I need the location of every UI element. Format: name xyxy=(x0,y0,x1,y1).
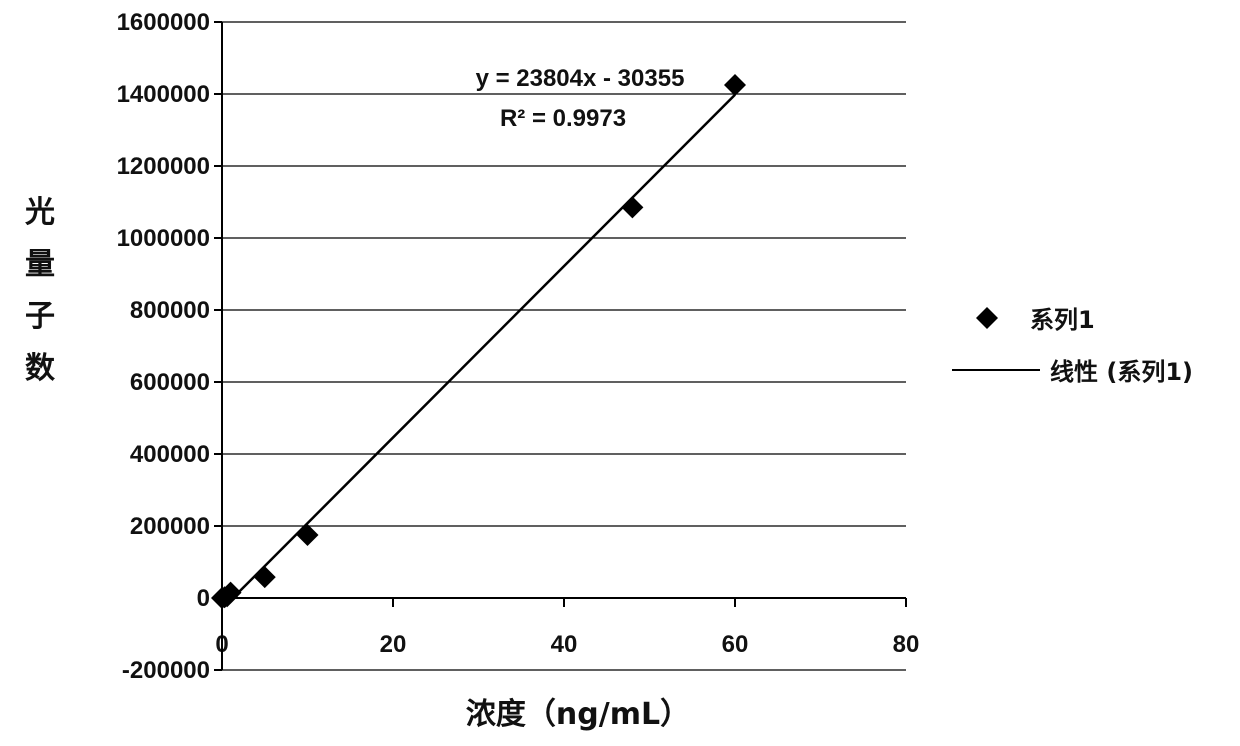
x-axis-ticks: 020406080 xyxy=(215,598,919,658)
data-point xyxy=(724,74,746,96)
trendline-equation: y = 23804x - 30355 xyxy=(476,65,685,92)
legend-series-label: 系列1 xyxy=(1030,306,1095,334)
y-tick-label: 400000 xyxy=(130,441,210,468)
y-tick-label: 200000 xyxy=(130,513,210,540)
y-tick-label: 600000 xyxy=(130,369,210,396)
data-point xyxy=(297,524,319,546)
y-tick-label: -200000 xyxy=(122,657,210,684)
x-tick-label: 20 xyxy=(380,631,407,658)
x-tick-label: 60 xyxy=(722,631,749,658)
y-tick-label: 1200000 xyxy=(117,153,210,180)
r-squared-label: R² = 0.9973 xyxy=(500,105,626,132)
x-axis-title: 浓度（ng/mL） xyxy=(466,697,690,732)
x-tick-label: 40 xyxy=(551,631,578,658)
data-point xyxy=(621,196,643,218)
y-tick-label: 800000 xyxy=(130,297,210,324)
trendline-layer xyxy=(233,95,735,598)
y-axis-title: 光量子数 xyxy=(25,195,56,386)
y-tick-label: 1600000 xyxy=(117,9,210,36)
y-tick-label: 1400000 xyxy=(117,81,210,108)
x-tick-label: 80 xyxy=(893,631,920,658)
legend-diamond-marker xyxy=(976,307,998,329)
y-axis-ticks: -200000 0 200000 400000 600000 800000 1000000 1… xyxy=(117,9,222,684)
data-point xyxy=(254,566,276,588)
legend-trendline-label: 线性 (系列1) xyxy=(1050,358,1193,386)
data-points xyxy=(211,74,746,609)
y-tick-label: 1000000 xyxy=(117,225,210,252)
trendline xyxy=(233,95,735,598)
y-tick-label: 0 xyxy=(197,585,210,612)
legend: 系列1 线性 (系列1) xyxy=(952,306,1193,386)
